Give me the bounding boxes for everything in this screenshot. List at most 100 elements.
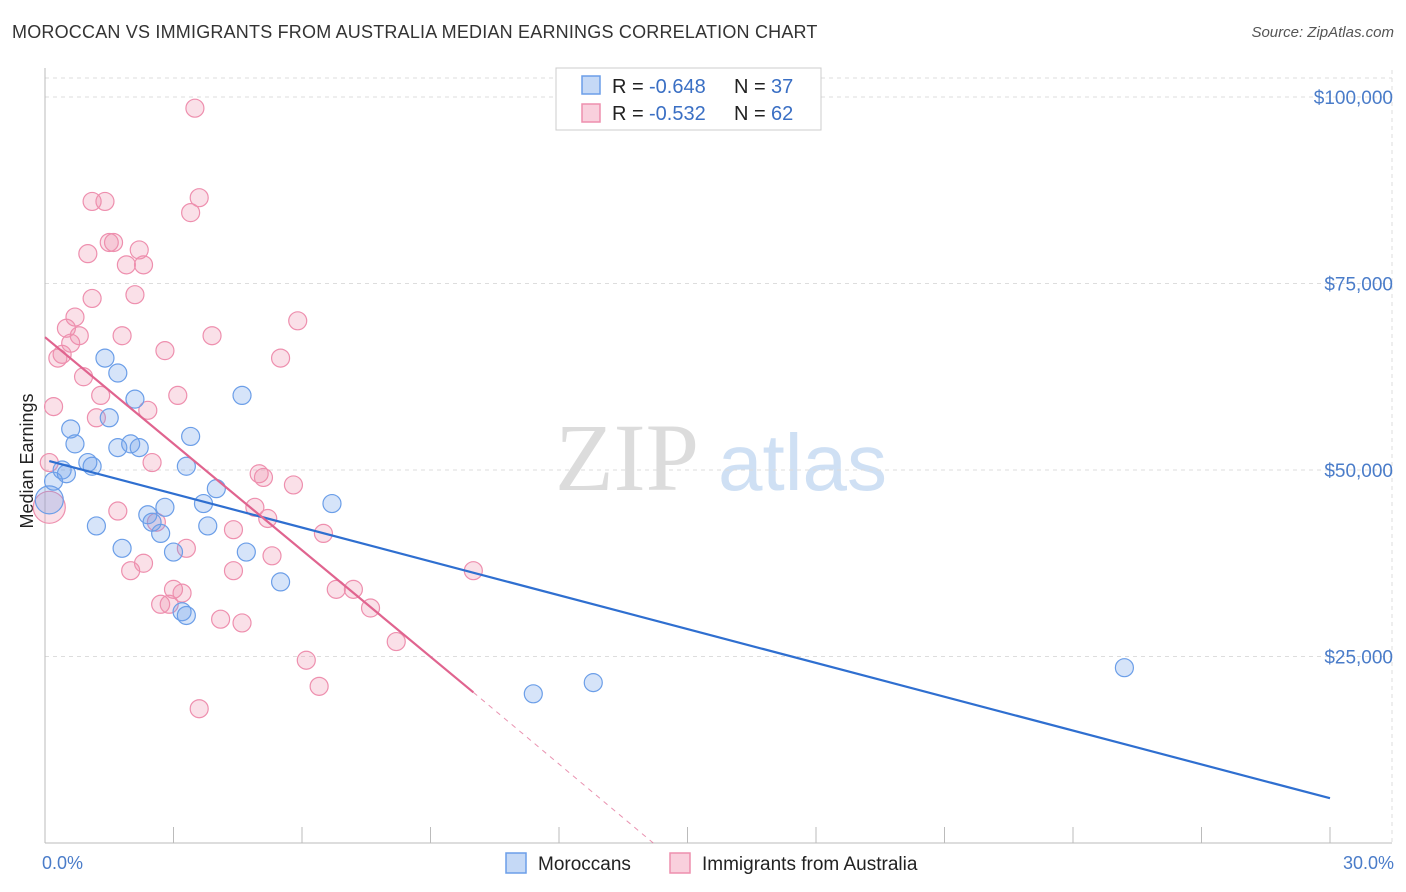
point-immigrants-10 (78, 244, 98, 264)
watermark-atlas: atlas (718, 418, 887, 507)
point-immigrants-52 (288, 311, 308, 331)
point-moroccans-5 (65, 434, 85, 454)
point-moroccans-33 (523, 684, 543, 704)
trend-immigrants-extension (473, 691, 654, 844)
point-moroccans-9 (95, 348, 115, 368)
point-moroccans-12 (108, 363, 128, 383)
legend-bottom-swatch-immigrants (669, 852, 691, 874)
point-moroccans-16 (129, 438, 149, 458)
point-moroccans-10 (99, 408, 119, 428)
point-immigrants-51 (283, 475, 304, 495)
trend-immigrants (44, 336, 475, 694)
point-immigrants-56 (326, 579, 346, 599)
legend-n-label-2: N = (734, 103, 766, 125)
y-tick-label-2: $75,000 (1324, 275, 1393, 296)
point-immigrants-2 (43, 396, 64, 417)
point-immigrants-15 (95, 191, 115, 212)
point-immigrants-34 (172, 583, 192, 603)
legend-swatch-moroccans (581, 75, 601, 95)
y-tick-label-3: $100,000 (1314, 88, 1393, 109)
series-immigrants-points (32, 98, 483, 719)
legend-n-value-1: 37 (771, 76, 793, 98)
point-immigrants-44 (232, 613, 252, 633)
point-immigrants-38 (189, 188, 209, 208)
legend-bottom-label-moroccans: Moroccans (538, 854, 631, 875)
point-immigrants-26 (138, 400, 158, 420)
point-immigrants-8 (69, 326, 89, 346)
chart-title: MOROCCAN VS IMMIGRANTS FROM AUSTRALIA ME… (12, 22, 818, 42)
point-immigrants-41 (211, 609, 231, 629)
point-immigrants-11 (82, 288, 102, 309)
x-tick-label-max: 30.0% (1343, 853, 1394, 873)
point-moroccans-21 (163, 542, 184, 562)
point-immigrants-17 (103, 232, 124, 253)
point-immigrants-36 (181, 203, 201, 223)
point-moroccans-8 (86, 516, 107, 536)
legend-bottom-label-immigrants: Immigrants from Australia (702, 854, 918, 875)
legend-n-value-2: 62 (771, 103, 793, 125)
point-immigrants-19 (112, 326, 132, 346)
point-moroccans-20 (155, 497, 175, 517)
point-immigrants-43 (223, 561, 244, 581)
point-moroccans-31 (270, 572, 291, 592)
source-label: Source: ZipAtlas.com (1251, 24, 1394, 41)
point-moroccans-32 (322, 493, 342, 514)
point-immigrants-50 (270, 348, 291, 368)
point-immigrants-16 (99, 232, 119, 253)
point-immigrants-57 (343, 579, 363, 599)
legend-r-value-1: -0.648 (649, 76, 706, 98)
legend-top: R = -0.648 N = 37 R = -0.532 N = 62 (555, 67, 822, 131)
point-immigrants-47 (253, 467, 274, 488)
point-moroccans-27 (198, 516, 218, 536)
x-tick-label-min: 0.0% (42, 853, 83, 873)
point-immigrants-27 (142, 452, 162, 473)
point-immigrants-53 (296, 650, 316, 670)
point-immigrants-59 (386, 631, 406, 652)
point-immigrants-49 (262, 546, 282, 566)
point-immigrants-33 (168, 385, 188, 405)
point-moroccans-25 (181, 426, 201, 447)
point-immigrants-25 (133, 255, 154, 275)
watermark: ZIP atlas (555, 404, 887, 511)
y-tick-label-1: $50,000 (1324, 461, 1393, 482)
point-moroccans-13 (112, 538, 132, 558)
point-moroccans-35 (1114, 658, 1135, 678)
y-tick-labels: $25,000 $50,000 $75,000 $100,000 (1314, 88, 1393, 669)
grid-lines (45, 70, 1393, 843)
y-tick-label-0: $25,000 (1324, 648, 1393, 669)
point-immigrants-0 (32, 490, 66, 524)
point-immigrants-18 (108, 501, 128, 521)
point-moroccans-15 (125, 389, 145, 409)
point-moroccans-24 (176, 456, 196, 476)
point-immigrants-40 (202, 326, 222, 346)
point-immigrants-54 (309, 676, 329, 696)
point-immigrants-14 (91, 385, 111, 405)
point-immigrants-23 (129, 240, 149, 260)
legend-swatch-immigrants (581, 103, 601, 123)
trend-lines (44, 336, 1331, 844)
legend-r-value-2: -0.532 (649, 103, 706, 125)
axes (44, 68, 1392, 844)
point-immigrants-37 (185, 98, 205, 118)
point-moroccans-19 (151, 523, 171, 544)
y-axis-label: Median Earnings (17, 393, 37, 528)
point-moroccans-29 (232, 385, 252, 405)
point-immigrants-22 (125, 285, 145, 305)
point-immigrants-35 (176, 538, 196, 558)
watermark-zip: ZIP (555, 404, 699, 511)
legend-bottom-swatch-moroccans (505, 852, 527, 874)
point-moroccans-11 (108, 438, 128, 458)
legend-r-label-1: R = (612, 76, 644, 98)
point-immigrants-24 (133, 553, 154, 573)
point-immigrants-30 (155, 341, 175, 361)
legend-n-label-1: N = (734, 76, 766, 98)
legend-bottom: Moroccans Immigrants from Australia (505, 852, 918, 875)
point-immigrants-42 (223, 520, 244, 540)
legend-r-label-2: R = (612, 103, 644, 125)
point-moroccans-4 (61, 419, 81, 439)
point-moroccans-0 (34, 485, 64, 515)
point-moroccans-28 (206, 479, 226, 499)
series-moroccans-points (34, 348, 1135, 704)
point-immigrants-7 (65, 307, 85, 327)
